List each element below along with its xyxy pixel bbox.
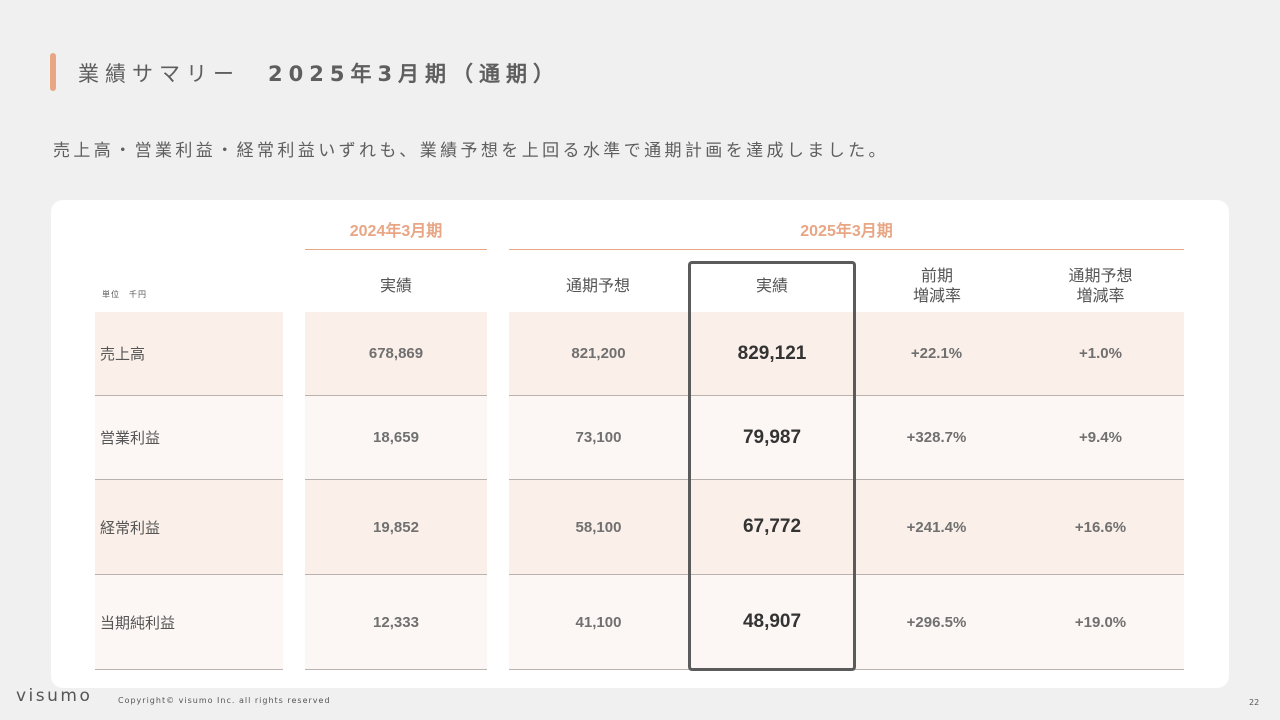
table-cell-label: 営業利益 [95, 396, 283, 480]
table-cell-forecast: 73,100 [509, 396, 688, 480]
header-vs-forecast-line1: 通期予想 [1068, 266, 1133, 285]
table-cell-vs-forecast: +9.4% [1017, 396, 1184, 480]
period-prev-underline [305, 249, 487, 250]
header-yoy-line2: 増減率 [912, 286, 961, 305]
page-subtitle: 売上高・営業利益・経常利益いずれも、業績予想を上回る水準で通期計画を達成しました… [53, 141, 889, 161]
table-cell-yoy: +241.4% [856, 480, 1017, 575]
visumo-logo: visumo [16, 686, 93, 706]
header-forecast: 通期予想 [565, 276, 630, 295]
header-vs-forecast-line2: 増減率 [1076, 286, 1125, 305]
actual-highlight-box [688, 261, 856, 671]
page-title-period: 2025年3月期（通期） [268, 62, 561, 86]
header-yoy-line1: 前期 [920, 266, 953, 285]
table-cell-prev-actual: 19,852 [305, 480, 487, 575]
table-cell-label: 経常利益 [95, 480, 283, 575]
table-cell-yoy: +296.5% [856, 575, 1017, 670]
page-title: 業績サマリー 2025年3月期（通期） [78, 58, 560, 88]
table-cell-actual: 48,907 [688, 575, 856, 670]
table-cell-yoy: +328.7% [856, 396, 1017, 480]
table-cell-label: 当期純利益 [95, 575, 283, 670]
table-cell-actual: 79,987 [688, 396, 856, 480]
table-cell-forecast: 58,100 [509, 480, 688, 575]
header-vs-forecast: 通期予想 増減率 [1017, 266, 1184, 306]
table-cell-prev-actual: 18,659 [305, 396, 487, 480]
period-prev: 2024年3月期 [349, 223, 443, 240]
table-cell-vs-forecast: +16.6% [1017, 480, 1184, 575]
table-cell-yoy: +22.1% [856, 312, 1017, 396]
page-number: 22 [1249, 698, 1260, 707]
table-cell-label: 売上高 [95, 312, 283, 396]
header-yoy: 前期 増減率 [857, 266, 1017, 306]
table-cell-vs-forecast: +19.0% [1017, 575, 1184, 670]
header-actual: 実績 [755, 276, 788, 295]
page-title-text: 業績サマリー [78, 62, 240, 86]
title-accent-bar [50, 53, 56, 91]
table-cell-prev-actual: 12,333 [305, 575, 487, 670]
header-prev-actual: 実績 [379, 276, 412, 295]
table-cell-actual: 67,772 [688, 480, 856, 575]
table-cell-forecast: 41,100 [509, 575, 688, 670]
unit-label: 単位 千円 [102, 290, 147, 299]
table-cell-prev-actual: 678,869 [305, 312, 487, 396]
period-curr: 2025年3月期 [800, 223, 893, 240]
table-cell-forecast: 821,200 [509, 312, 688, 396]
table-cell-vs-forecast: +1.0% [1017, 312, 1184, 396]
period-curr-underline [509, 249, 1184, 250]
copyright-text: Copyright© visumo Inc. all rights reserv… [118, 696, 331, 705]
table-cell-actual: 829,121 [688, 312, 856, 396]
